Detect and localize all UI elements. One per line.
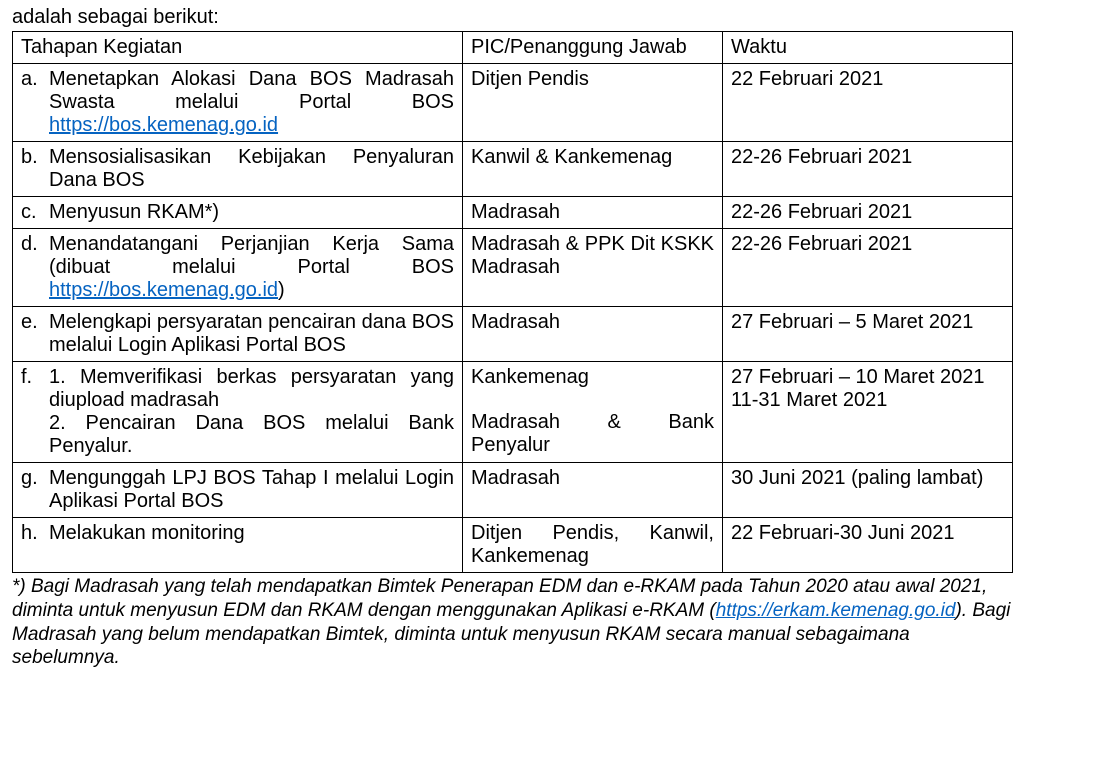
row-waktu: 22-26 Februari 2021 (723, 229, 1013, 307)
row-pic: Ditjen Pendis (463, 64, 723, 142)
bos-portal-link[interactable]: https://bos.kemenag.go.id (49, 279, 278, 301)
row-pic: Madrasah (463, 307, 723, 362)
table-row: c. Menyusun RKAM*) Madrasah 22-26 Februa… (13, 197, 1013, 229)
row-waktu: 22-26 Februari 2021 (723, 142, 1013, 197)
table-row: e. Melengkapi persyaratan pencairan dana… (13, 307, 1013, 362)
intro-line: adalah sebagai berikut: (12, 6, 1099, 29)
bos-portal-link[interactable]: https://bos.kemenag.go.id (49, 114, 278, 136)
row-letter: a. (21, 68, 49, 137)
header-col3: Waktu (723, 32, 1013, 64)
row-subitem: 2. Pencairan Dana BOS melalui Bank Penya… (49, 412, 454, 458)
row-waktu: 27 Februari – 5 Maret 2021 (723, 307, 1013, 362)
header-col1: Tahapan Kegiatan (13, 32, 463, 64)
row-text: Menyusun RKAM*) (49, 201, 454, 224)
row-letter: c. (21, 201, 49, 224)
row-letter: g. (21, 467, 49, 513)
footnote: *) Bagi Madrasah yang telah mendapatkan … (12, 575, 1012, 670)
schedule-table: Tahapan Kegiatan PIC/Penanggung Jawab Wa… (12, 31, 1013, 573)
erkam-link[interactable]: https://erkam.kemenag.go.id (716, 600, 956, 621)
row-waktu-sub: 27 Februari – 10 Maret 2021 (731, 366, 1004, 389)
row-text-before: Menetapkan Alokasi Dana BOS Madrasah Swa… (49, 68, 454, 113)
row-waktu: 30 Juni 2021 (paling lambat) (723, 463, 1013, 518)
row-text: Menetapkan Alokasi Dana BOS Madrasah Swa… (49, 68, 454, 137)
row-letter: h. (21, 522, 49, 545)
table-row: g. Mengunggah LPJ BOS Tahap I melalui Lo… (13, 463, 1013, 518)
row-pic: Madrasah (463, 197, 723, 229)
row-pic-sub: Kankemenag (471, 366, 714, 389)
row-text: Menandatangani Perjanjian Kerja Sama (di… (49, 233, 454, 302)
row-text: Mensosialisasikan Kebijakan Penyaluran D… (49, 146, 454, 192)
table-row: h. Melakukan monitoring Ditjen Pendis, K… (13, 518, 1013, 573)
row-text: 1. Memverifikasi berkas persyaratan yang… (49, 366, 454, 458)
row-pic: Madrasah & PPK Dit KSKK Madrasah (463, 229, 723, 307)
row-pic-sub: Madrasah & Bank Penyalur (471, 411, 714, 457)
table-row: f. 1. Memverifikasi berkas persyaratan y… (13, 362, 1013, 463)
table-row: b. Mensosialisasikan Kebijakan Penyalura… (13, 142, 1013, 197)
row-letter: e. (21, 311, 49, 357)
row-text-after: ) (278, 279, 285, 301)
row-pic: Ditjen Pendis, Kanwil, Kankemenag (463, 518, 723, 573)
row-waktu: 22 Februari-30 Juni 2021 (723, 518, 1013, 573)
row-text: Melengkapi persyaratan pencairan dana BO… (49, 311, 454, 357)
row-letter: d. (21, 233, 49, 302)
table-row: a. Menetapkan Alokasi Dana BOS Madrasah … (13, 64, 1013, 142)
row-pic: Kanwil & Kankemenag (463, 142, 723, 197)
row-waktu: 22-26 Februari 2021 (723, 197, 1013, 229)
row-letter: f. (21, 366, 49, 458)
row-text: Mengunggah LPJ BOS Tahap I melalui Login… (49, 467, 454, 513)
row-waktu: 27 Februari – 10 Maret 2021 11-31 Maret … (723, 362, 1013, 463)
row-letter: b. (21, 146, 49, 192)
row-waktu: 22 Februari 2021 (723, 64, 1013, 142)
row-pic: Kankemenag Madrasah & Bank Penyalur (463, 362, 723, 463)
row-text-before: Menandatangani Perjanjian Kerja Sama (di… (49, 233, 454, 278)
row-subitem: 1. Memverifikasi berkas persyaratan yang… (49, 366, 454, 412)
table-row: d. Menandatangani Perjanjian Kerja Sama … (13, 229, 1013, 307)
row-text: Melakukan monitoring (49, 522, 454, 545)
header-col2: PIC/Penanggung Jawab (463, 32, 723, 64)
table-header-row: Tahapan Kegiatan PIC/Penanggung Jawab Wa… (13, 32, 1013, 64)
row-waktu-sub: 11-31 Maret 2021 (731, 389, 1004, 412)
row-pic: Madrasah (463, 463, 723, 518)
